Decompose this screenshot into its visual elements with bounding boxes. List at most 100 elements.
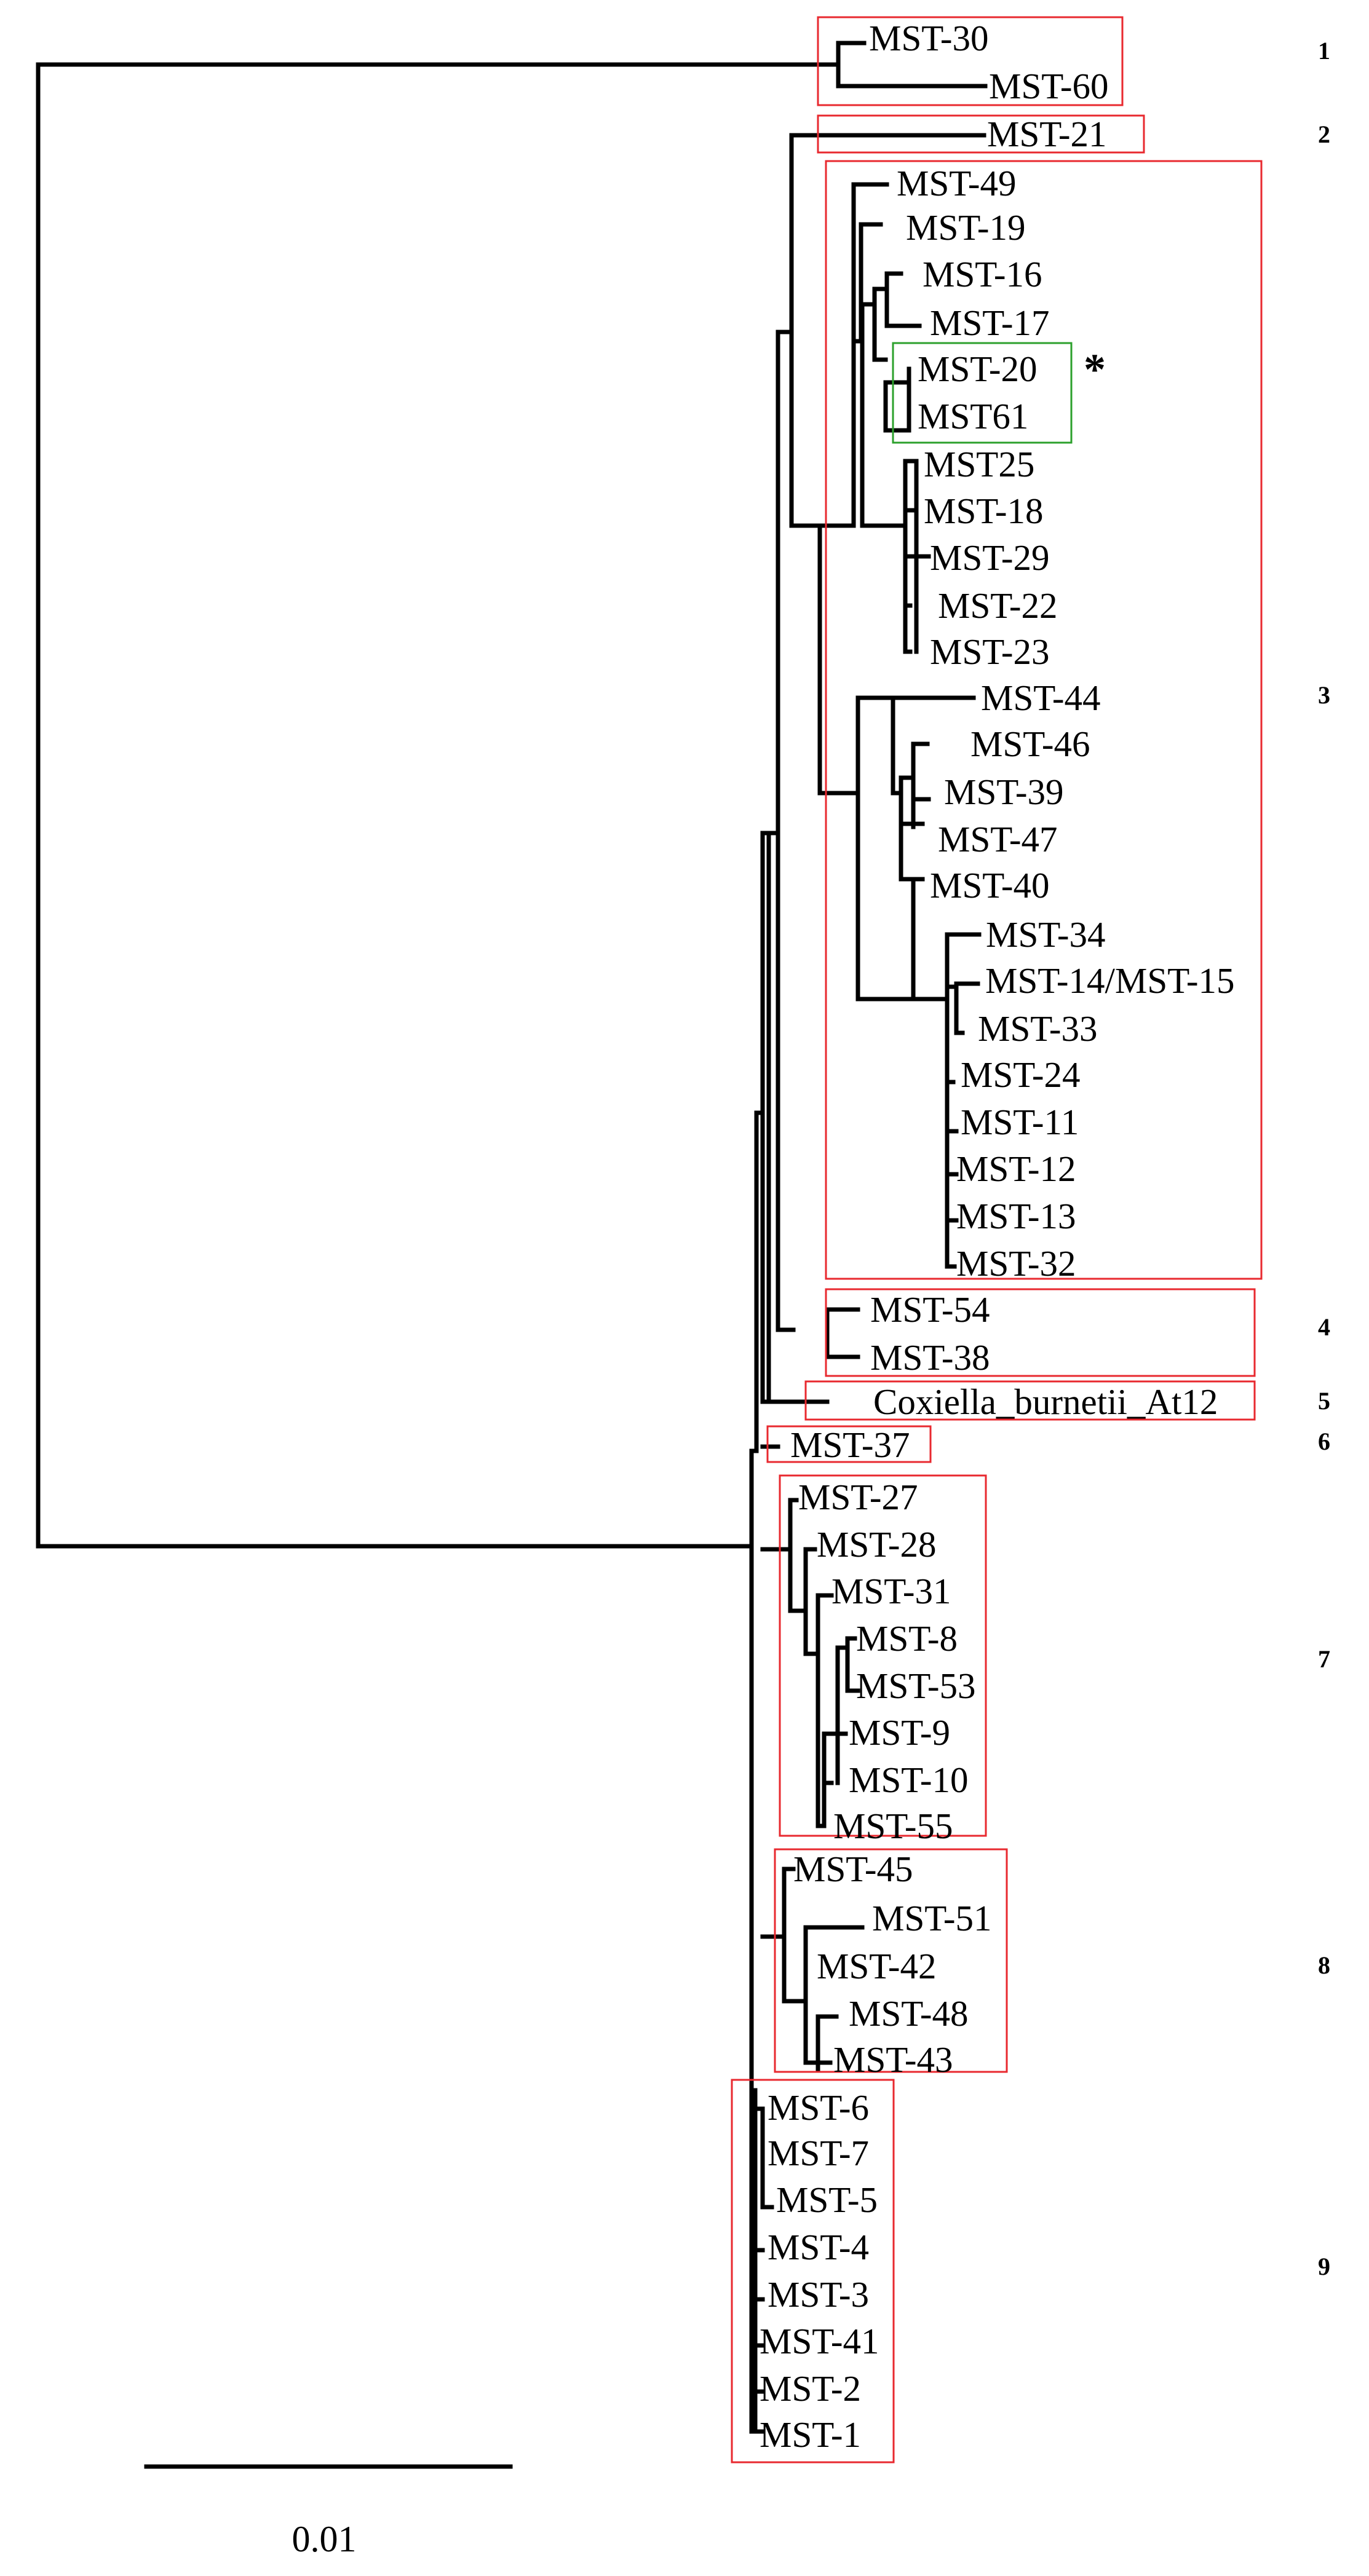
tip-label: MST-46 — [970, 724, 1090, 764]
branch — [851, 182, 889, 528]
cluster-number: 9 — [1318, 2253, 1330, 2280]
branch — [855, 695, 916, 1002]
branch — [789, 133, 986, 528]
tip-label: MST-10 — [849, 1760, 969, 1800]
cluster-number: 7 — [1318, 1645, 1330, 1673]
tree-branches — [36, 41, 988, 2434]
branch — [825, 1307, 860, 1359]
tip-label: MST-13 — [956, 1196, 1076, 1236]
tip-label: MST-29 — [930, 537, 1050, 578]
tip-label: MST-30 — [869, 18, 989, 58]
tip-label: MST-32 — [956, 1243, 1076, 1284]
tip-label: MST-34 — [986, 914, 1106, 955]
cluster-number: 3 — [1318, 681, 1330, 709]
tip-label: MST-22 — [938, 585, 1058, 626]
tip-label: MST-9 — [849, 1712, 950, 1753]
tip-label: MST-7 — [768, 2133, 869, 2173]
tip-label: MST-17 — [930, 302, 1050, 343]
tip-label: MST-31 — [831, 1571, 951, 1611]
tip-label: MST-6 — [768, 2087, 869, 2128]
tip-labels: MST-30 MST-60 MST-21 MST-49 MST-19 MST-1… — [760, 18, 1234, 2455]
cluster-number: 1 — [1318, 37, 1330, 65]
cluster-box-6 — [766, 1425, 932, 1463]
branch — [899, 775, 925, 882]
cluster-box-5 — [804, 1380, 1256, 1421]
cluster-box-3 — [825, 160, 1263, 1280]
tip-label: MST-4 — [768, 2227, 869, 2267]
tip-label: MST-20 — [918, 349, 1038, 389]
branch — [911, 741, 931, 829]
branch — [845, 1636, 860, 1693]
tip-label: MST-48 — [849, 1993, 969, 2034]
tip-label: MST-24 — [961, 1054, 1081, 1095]
tip-label: MST-60 — [989, 66, 1109, 106]
branch — [760, 2106, 774, 2210]
cluster-numbers: 1 2 3 4 5 6 7 8 9 — [1318, 37, 1330, 2280]
tip-label: MST-41 — [760, 2321, 879, 2361]
cluster-boxes — [731, 16, 1263, 2463]
highlight-box — [892, 342, 1073, 444]
cluster-box-2 — [817, 114, 1145, 154]
branch — [760, 831, 830, 1449]
tip-label: MST-19 — [906, 207, 1026, 248]
branch — [883, 380, 911, 433]
tip-label: MST-49 — [897, 163, 1017, 203]
cluster-number: 2 — [1318, 121, 1330, 148]
branch — [884, 271, 922, 328]
tip-label: MST-54 — [870, 1289, 990, 1330]
branch — [749, 2088, 765, 2434]
branch — [954, 981, 980, 1035]
tip-label: MST-14/MST-15 — [985, 960, 1234, 1001]
tip-label: MST-37 — [790, 1424, 910, 1465]
tip-label: MST-51 — [872, 1898, 992, 1938]
tip-label: MST-2 — [760, 2368, 861, 2409]
tip-label: MST-16 — [923, 254, 1042, 294]
tip-label: MST-3 — [768, 2274, 869, 2315]
tip-label: MST-53 — [856, 1665, 976, 1706]
cluster-number: 5 — [1318, 1387, 1330, 1415]
tip-label: MST-12 — [956, 1148, 1076, 1189]
branch — [892, 459, 931, 654]
cluster-box-8 — [774, 1848, 1008, 2073]
tip-label: MST-45 — [793, 1849, 913, 1889]
branch — [911, 877, 950, 1002]
cluster-box-4 — [825, 1288, 1256, 1377]
cluster-number: 8 — [1318, 1951, 1330, 1979]
tip-label: MST-28 — [817, 1524, 937, 1565]
cluster-box-7 — [779, 1474, 987, 1837]
cluster-box-1 — [817, 16, 1124, 106]
branch — [789, 523, 822, 783]
tip-label: Coxiella_burnetii_At12 — [873, 1381, 1218, 1422]
branch — [815, 2014, 839, 2071]
tip-label: MST-11 — [961, 1102, 1079, 1142]
branch — [945, 1080, 959, 1269]
tip-label: MST-18 — [924, 491, 1044, 531]
tip-label: MST-21 — [987, 114, 1107, 154]
branch — [760, 1498, 808, 1613]
tip-label: MST-27 — [798, 1477, 918, 1517]
branch — [860, 302, 897, 528]
branch — [836, 41, 988, 89]
branch — [36, 62, 841, 1549]
scale-bar: 0.01 — [144, 2464, 513, 2559]
tip-label: MST-43 — [833, 2039, 953, 2080]
tip-label: MST-40 — [930, 865, 1050, 906]
tip-label: MST-5 — [776, 2179, 878, 2220]
tip-label: MST-33 — [978, 1008, 1098, 1049]
highlight-asterisk: * — [1084, 345, 1106, 394]
tip-label: MST-55 — [833, 1806, 953, 1846]
tip-label: MST-39 — [944, 772, 1064, 812]
tip-label: MST-23 — [930, 631, 1050, 672]
cluster-number: 6 — [1318, 1428, 1330, 1455]
scale-bar-label: 0.01 — [292, 2519, 357, 2559]
tip-label: MST-47 — [938, 819, 1058, 859]
cluster-number: 4 — [1318, 1313, 1330, 1341]
tip-label: MST61 — [918, 396, 1028, 437]
tip-label: MST-8 — [856, 1618, 958, 1659]
tip-label: MST-44 — [981, 678, 1101, 718]
tip-label: MST-42 — [817, 1946, 937, 1986]
branch — [760, 1867, 808, 2004]
tip-label: MST25 — [924, 444, 1034, 484]
tip-label: MST-38 — [870, 1337, 990, 1378]
